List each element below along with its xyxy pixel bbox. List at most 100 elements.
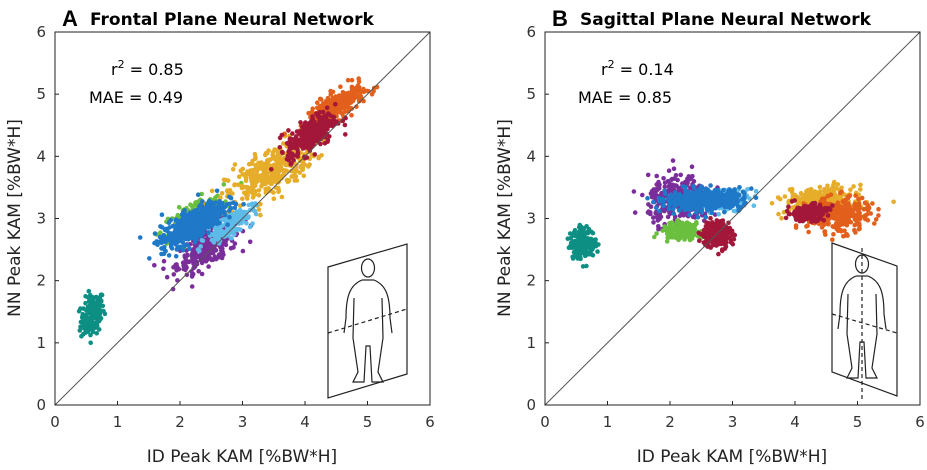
panel-b-series-1-point [645,210,651,215]
panel-a-series-4-point [342,109,348,114]
panel-a-x-tick-label: 4 [300,413,310,431]
panel-b-series-8-point [726,199,731,205]
panel-b-series-1-point [651,220,656,225]
panel-b-series-1-point [662,184,668,190]
panel-a-series-0-point [93,324,98,330]
panel-b-series-6-point [696,230,701,236]
panel-a-series-3-point [259,172,265,178]
panel-b-series-6-point [708,215,713,221]
panel-a-series-6-point [324,105,330,111]
panel-b-series-4-point [850,210,856,215]
panel-a-series-3-point [225,178,231,183]
panel-a-series-3-point [260,166,265,171]
panel-b-series-8-point [731,199,736,204]
panel-a-series-4-point [358,90,363,95]
panel-a-series-6-point [277,145,283,150]
panel-b-series-1-point [632,210,638,215]
panel-a-series-7-point [159,251,164,257]
panel-b-series-1-point [665,214,671,220]
panel-b-series-8-point [691,203,697,208]
panel-b-series-8-point [694,193,699,199]
panel-a-series-3-point [285,179,291,185]
panel-a-series-4-point [356,79,362,84]
panel-b-series-3-point [779,216,784,221]
panel-a-series-1-point [190,257,196,263]
panel-a-series-5-point [220,223,225,228]
panel-b-series-0-point [595,249,600,254]
panel-b-series-4-point [876,213,881,218]
panel-a-series-3-point [259,184,264,189]
panel-a-series-1-point [199,258,204,263]
panel-b-series-7-point [813,219,818,224]
panel-b-series-0-point [575,256,581,261]
panel-b-series-6-point [723,244,729,249]
panel-b-series-8-point [687,212,692,218]
panel-a-series-7-point [159,212,165,217]
panel-b-series-8-point [698,199,704,205]
panel-a-x-axis-label: ID Peak KAM [%BW*H] [147,447,337,467]
panel-a-series-7-point [187,246,192,252]
panel-a-series-7-point [170,236,175,242]
panel-a-x-tick-label: 0 [50,413,60,431]
panel-a-series-0-point [92,304,97,310]
panel-b-series-6-point [720,236,725,241]
panel-b-series-1-point [656,226,661,232]
panel-b-series-1-point [640,192,645,198]
panel-a-mae: MAE = 0.49 [89,88,183,107]
panel-b-series-1-point [689,164,695,169]
panel-a-y-tick-label: 3 [36,210,46,228]
panel-b-series-5-point [731,208,737,214]
panel-b-y-tick-label: 2 [526,272,536,290]
panel-b-series-7-point [799,207,804,213]
panel-b-series-8-point [651,199,656,205]
panel-a-series-3-point [263,152,268,158]
panel-a-series-3-point [273,147,279,153]
panel-a-series-1-point [161,266,166,272]
panel-a-series-4-point [354,104,359,109]
panel-a-series-6-point [314,111,319,116]
panel-b-series-8-point [711,190,717,195]
panel-b-series-6-point [716,241,721,246]
panel-a-y-tick-label: 4 [36,147,46,165]
panel-b-series-3-point [830,185,835,191]
panel-a-series-3-point [265,159,271,164]
panel-b-series-6-point [728,240,734,245]
panel-b-series-1-point [649,188,655,194]
panel-a-series-3-point [293,174,299,179]
panel-a-series-6-point [310,114,315,119]
panel-a-series-3-point [289,168,294,174]
panel-b-series-3-point [816,190,822,195]
panel-b-series-1-point [661,176,666,181]
panel-a-series-4-point [356,99,362,104]
panel-a-series-2-point [176,205,182,210]
panel-b-series-8-point [722,209,727,215]
panel-b-series-7-point [830,203,835,208]
panel-b-series-0-point [576,238,581,243]
panel-b-series-3-point [799,191,804,197]
panel-a-series-3-point [232,182,238,187]
panel-a-series-3-point [307,162,312,167]
panel-a-series-0-point [76,308,82,314]
panel-b-series-8-point [718,190,724,196]
panel-a-series-5-point [229,230,234,236]
panel-b-series-1-point [631,189,637,194]
panel-a-series-0-point [89,325,95,331]
panel-a-series-5-point [217,226,223,232]
panel-b-series-8-point [733,192,738,197]
panel-a-series-0-point [90,329,96,335]
panel-b-series-4-point [840,205,845,210]
panel-a-series-7-point [181,222,187,227]
panel-a-series-7-point [183,212,189,217]
panel-a-series-5-point [197,248,202,254]
panel-a-series-7-point [192,237,198,242]
panel-a-series-3-point [250,181,255,187]
panel-b-series-6-point [711,231,716,236]
panel-a-series-1-point [171,272,177,277]
panel-a-series-6-point [291,137,297,142]
panel-a-series-1-point [189,284,195,289]
panel-b-series-2-point [693,221,699,226]
panel-b-series-1-point [685,176,690,182]
panel-b-series-8-point [694,209,699,215]
panel-a-series-0-point [83,300,88,306]
panel-b-series-3-point [835,182,841,187]
